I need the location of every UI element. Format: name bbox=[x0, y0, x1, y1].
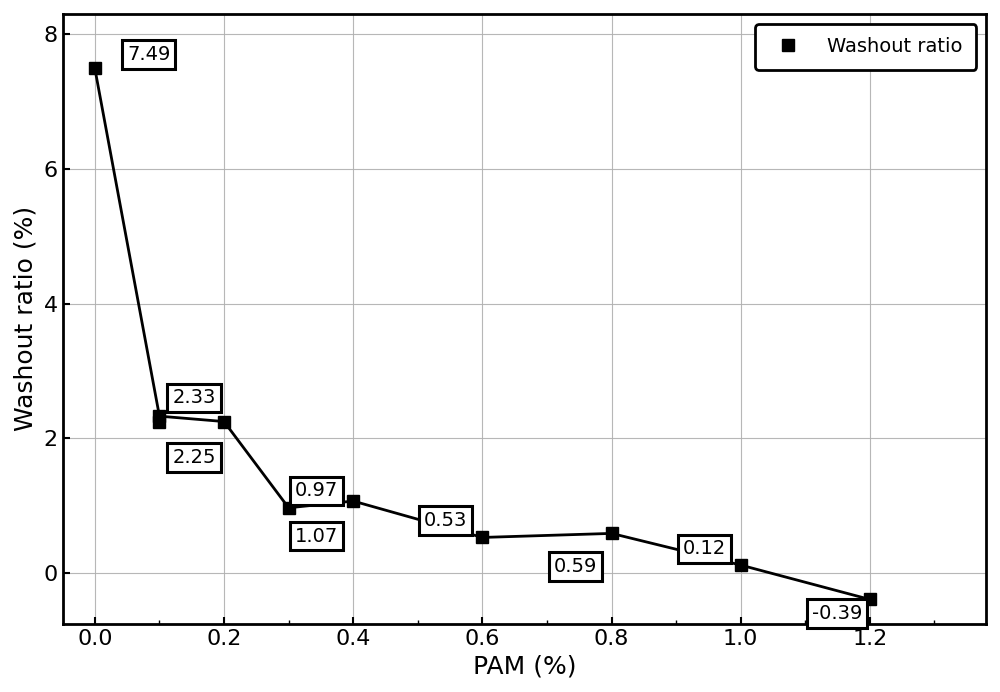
Y-axis label: Washout ratio (%): Washout ratio (%) bbox=[14, 206, 38, 431]
Text: 2.33: 2.33 bbox=[172, 388, 216, 408]
Text: -0.39: -0.39 bbox=[812, 604, 862, 623]
Text: 0.97: 0.97 bbox=[295, 482, 338, 500]
Text: 7.49: 7.49 bbox=[127, 45, 171, 64]
Legend: Washout ratio: Washout ratio bbox=[755, 24, 976, 70]
Text: 1.07: 1.07 bbox=[295, 527, 338, 545]
Text: 0.12: 0.12 bbox=[683, 539, 726, 558]
Text: 2.25: 2.25 bbox=[172, 448, 216, 467]
X-axis label: PAM (%): PAM (%) bbox=[473, 654, 576, 678]
Text: 0.59: 0.59 bbox=[553, 557, 597, 576]
Text: 0.53: 0.53 bbox=[424, 511, 468, 530]
